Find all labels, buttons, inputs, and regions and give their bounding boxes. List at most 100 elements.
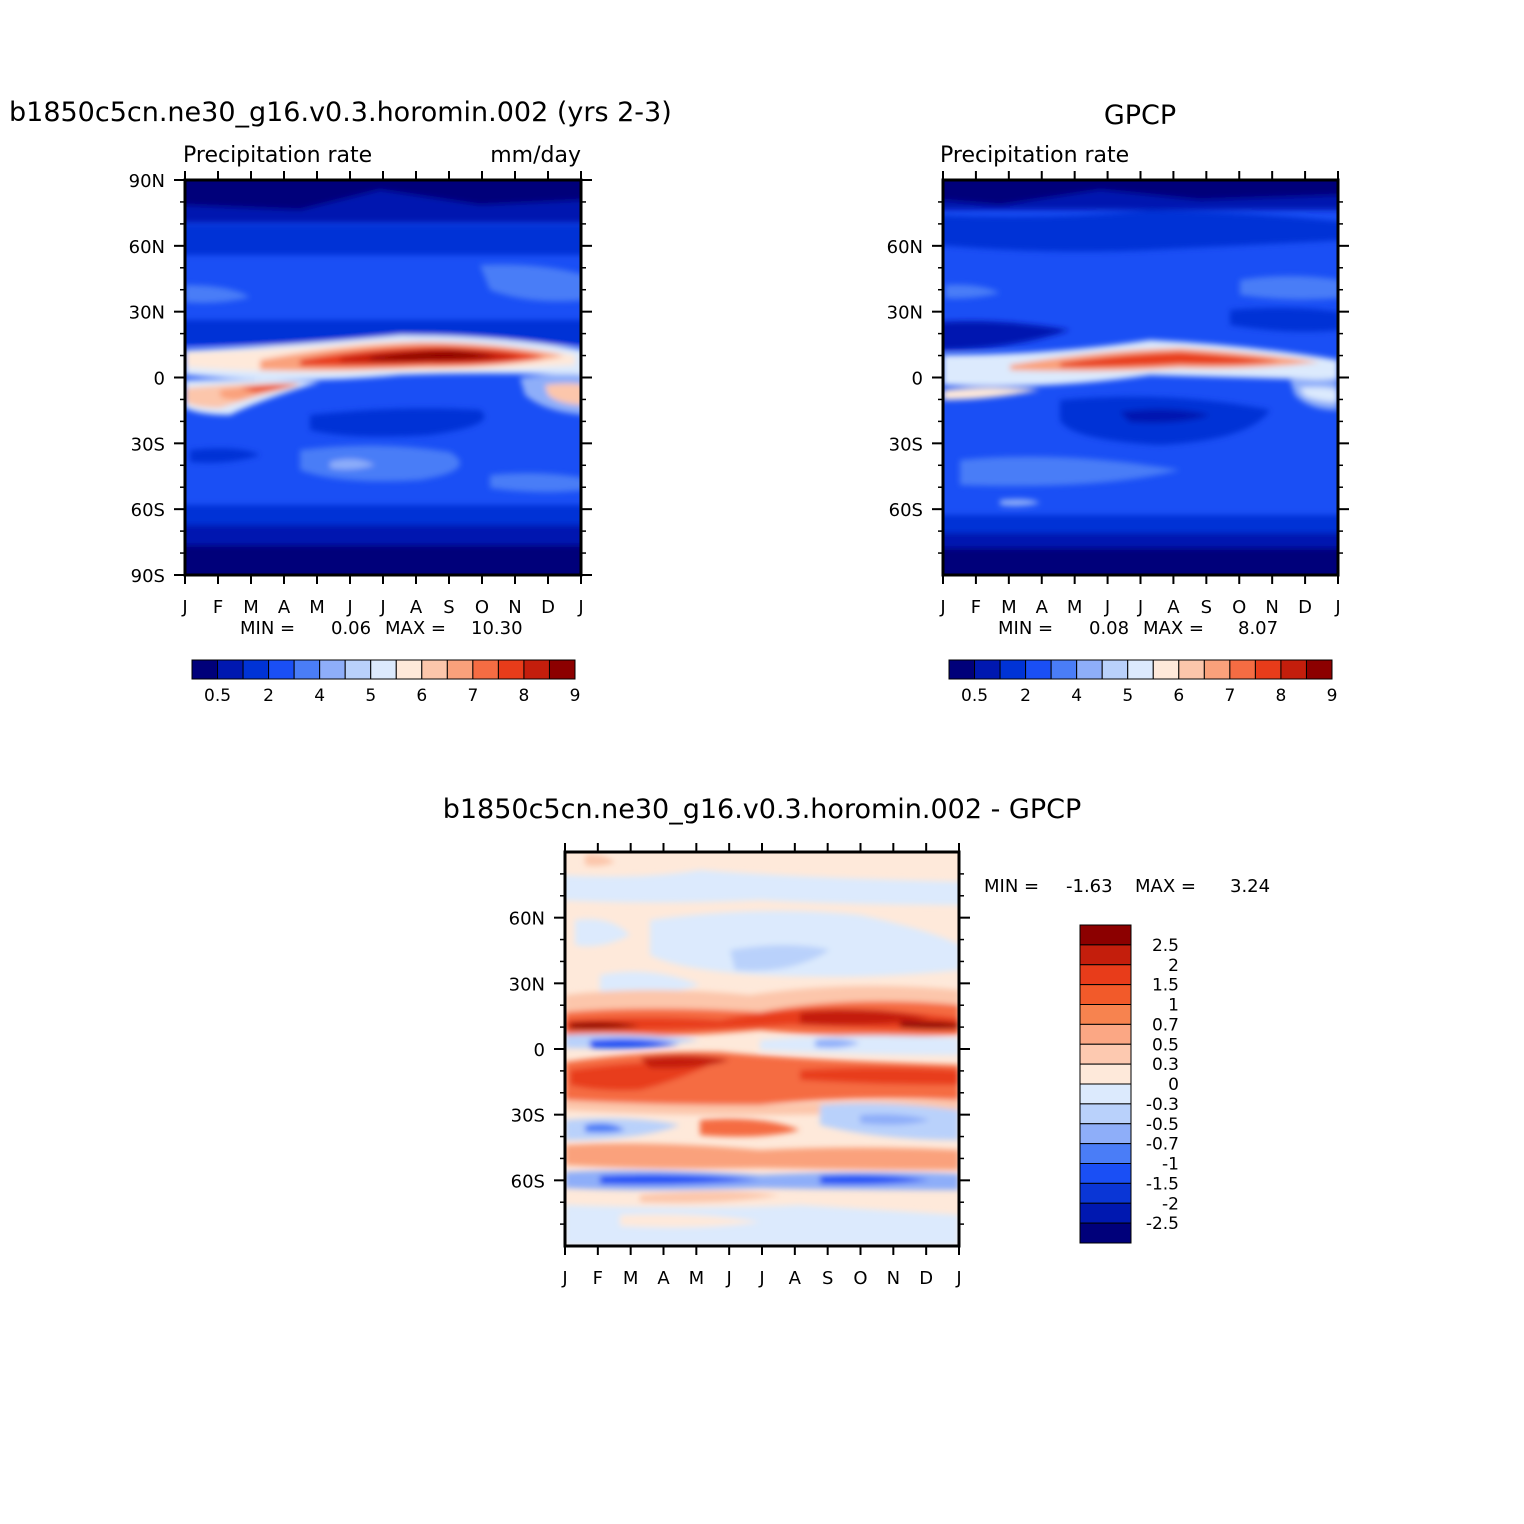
x-tick-label: O [475,597,489,618]
colorbar-swatch [1025,659,1052,680]
x-tick-label: J [577,597,583,618]
panel-gpcp-max-label: MAX = [1143,618,1204,639]
y-tick-label: 0 [912,369,923,390]
colorbar-label: 9 [1327,686,1338,706]
x-tick-label: S [1201,597,1212,618]
panel-model-stats: MIN = 0.06 MAX = 10.30 [240,618,523,639]
colorbar-swatch [1079,1222,1132,1244]
colorbar-swatch [268,659,295,680]
colorbar-swatch [1050,659,1078,680]
colorbar-label: -2.5 [1146,1214,1179,1234]
colorbar-swatch [1079,944,1132,966]
colorbar-label: 8 [519,686,530,706]
colorbar-label: 4 [1071,686,1082,706]
colorbar-swatch [548,659,576,680]
colorbar-swatch [1178,659,1205,680]
panel-gpcp-min-value: 0.08 [1089,618,1129,639]
colorbar-swatch [395,659,423,680]
x-tick-label: F [593,1268,603,1289]
colorbar-label: 2 [1020,686,1031,706]
x-tick-label: M [689,1268,705,1289]
colorbar-label: 2.5 [1152,936,1179,956]
colorbar-label: 7 [467,686,478,706]
panel-gpcp-contour-field [943,180,1338,575]
colorbar-swatch [344,659,372,680]
panel-gpcp-left-label: Precipitation rate [940,143,1129,168]
x-tick-label: M [623,1268,639,1289]
x-tick-label: F [213,597,223,618]
colorbar-swatch [1152,659,1180,680]
colorbar-label: 0.5 [204,686,231,706]
y-tick-label: 60N [129,237,165,258]
colorbar-swatch [1101,659,1129,680]
colorbar-swatch [1229,659,1256,680]
colorbar-label: -2 [1162,1194,1179,1214]
colorbar-swatch [293,659,321,680]
colorbar-label: -0.3 [1146,1095,1179,1115]
colorbar-label: 8 [1276,686,1287,706]
panel-model-left-label: Precipitation rate [183,143,372,168]
panel-gpcp-colorbar: 0.5 2 4 5 6 7 8 9 [948,659,1338,706]
colorbar-label: -1 [1162,1155,1179,1175]
x-tick-label: F [971,597,981,618]
colorbar-swatch [1079,964,1132,986]
colorbar-label: 6 [1173,686,1184,706]
colorbar-swatch [370,659,397,680]
colorbar-label: 4 [314,686,325,706]
panel-model-colorbar: 0.5 2 4 5 6 7 8 9 [191,659,580,706]
y-tick-label: 30S [131,434,165,455]
colorbar-swatch [1280,659,1307,680]
x-tick-label: J [1334,597,1340,618]
y-tick-label: 90S [131,566,165,587]
panel-gpcp-max-value: 8.07 [1238,618,1278,639]
colorbar-swatch [1079,1004,1132,1025]
x-tick-label: J [939,597,945,618]
x-tick-label: J [1137,597,1143,618]
panel-model-min-label: MIN = [240,618,295,639]
colorbar-label: 6 [416,686,427,706]
x-tick-label: S [822,1268,833,1289]
colorbar-swatch [1076,659,1103,680]
colorbar-label: 2 [1168,956,1179,976]
colorbar-swatch [523,659,550,680]
panel-difference-contour-field [565,852,959,1246]
y-tick-label: 30N [509,974,545,995]
panel-model-contour-field [185,180,581,575]
x-tick-label: J [955,1268,961,1289]
colorbar-swatch [191,659,219,680]
x-tick-label: D [1298,597,1312,618]
x-tick-label: O [853,1268,867,1289]
colorbar-swatch [1079,1123,1132,1145]
x-tick-label: J [726,1268,732,1289]
colorbar-swatch [999,659,1027,680]
colorbar-label: 0.7 [1152,1015,1179,1035]
colorbar-swatch [1127,659,1154,680]
colorbar-swatch [948,659,976,680]
panel-gpcp-stats: MIN = 0.08 MAX = 8.07 [998,618,1278,639]
x-tick-label: A [278,597,291,618]
x-tick-label: J [758,1268,764,1289]
colorbar-swatch [1079,984,1132,1005]
x-tick-label: A [410,597,423,618]
colorbar-swatch [242,659,270,680]
y-tick-label: 30N [887,303,923,324]
x-tick-label: O [1232,597,1246,618]
panel-gpcp-min-label: MIN = [998,618,1053,639]
colorbar-swatch [472,659,499,680]
panel-model-min-value: 0.06 [331,618,371,639]
panel-difference: b1850c5cn.ne30_g16.v0.3.horomin.002 - GP… [443,794,1270,1289]
panel-difference-title: b1850c5cn.ne30_g16.v0.3.horomin.002 - GP… [443,794,1082,825]
colorbar-swatch [1079,1143,1132,1164]
panel-model-max-label: MAX = [385,618,446,639]
y-tick-label: 0 [154,369,165,390]
colorbar-swatch [1079,1083,1132,1105]
y-tick-label: 30S [511,1106,545,1127]
panel-gpcp-title: GPCP [1104,100,1176,131]
colorbar-swatch [217,659,244,680]
y-tick-label: 60S [131,500,165,521]
colorbar-label: 0 [1168,1075,1179,1095]
colorbar-label: 2 [263,686,274,706]
x-tick-label: J [346,597,352,618]
